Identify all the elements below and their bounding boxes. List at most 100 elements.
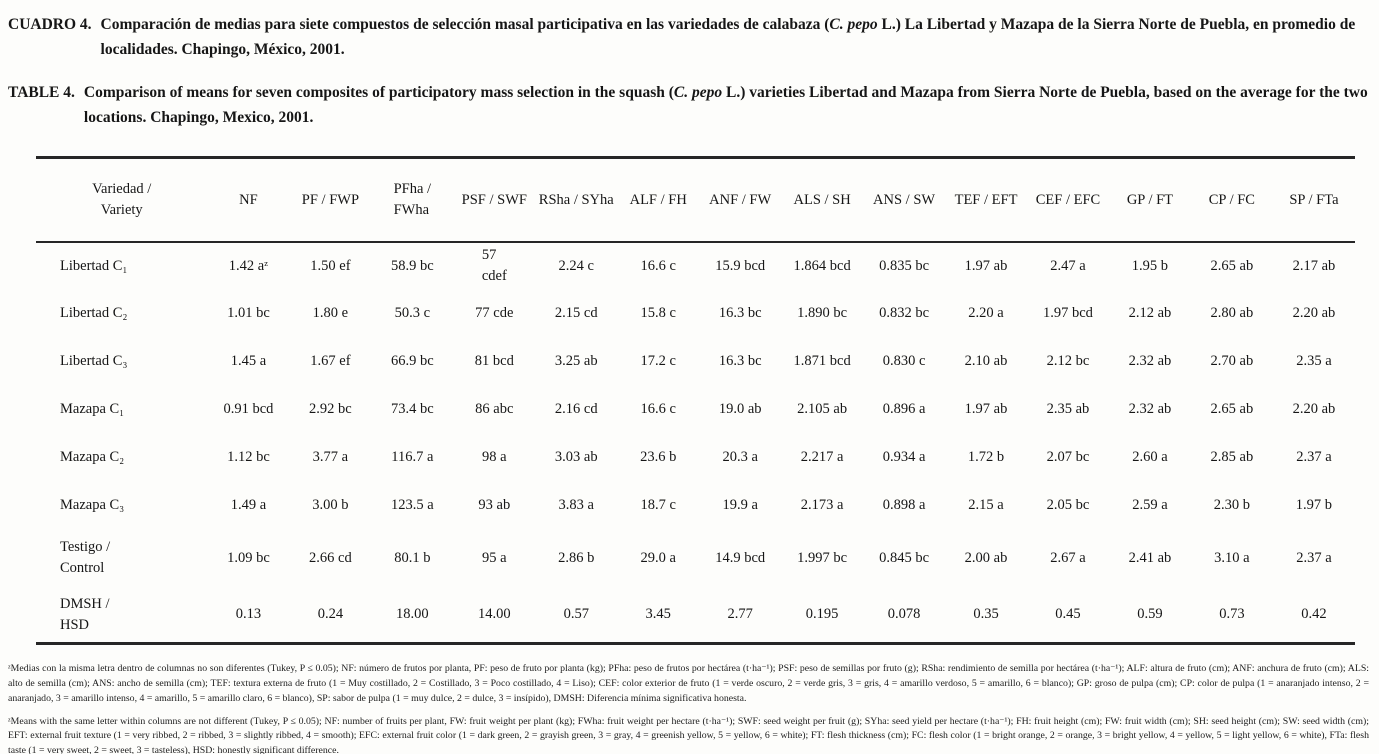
caption-english: TABLE 4. Comparison of means for seven c… [8, 80, 1369, 130]
value-cell: 14.00 [453, 587, 535, 644]
value-cell: 77 cde [453, 290, 535, 338]
cell-value: 19.0 ab [718, 401, 762, 418]
header-row: Variedad / Variety NF PF / FWP PFha / FWha P… [36, 158, 1355, 242]
value-cell: 2.92 bc [289, 386, 371, 434]
cell-value: 1.95 b [1131, 257, 1169, 274]
cell-value: 2.80 ab [1210, 305, 1254, 322]
column-header-label: ANF / FW [709, 191, 772, 208]
cell-value: 1.42 aᶻ [228, 257, 269, 274]
cell-value: 2.15 cd [554, 305, 598, 322]
value-cell: 86 abc [453, 386, 535, 434]
value-cell: 19.0 ab [699, 386, 781, 434]
cell-value: 2.16 cd [554, 401, 598, 418]
table-row: Libertad C₃ 1.45 a 1.67 ef 66.9 bc 81 bcd 3.2… [36, 338, 1355, 386]
cell-value: 2.77 [727, 606, 753, 623]
cell-value: 2.105 ab [797, 401, 848, 418]
value-cell: 2.80 ab [1191, 290, 1273, 338]
column-header-label: Variedad / Variety [92, 181, 152, 219]
cell-value: 3.77 a [312, 449, 349, 466]
cell-value: 1.49 a [230, 497, 267, 514]
column-header-label: PF / FWP [301, 191, 360, 208]
value-cell: 1.12 bc [207, 434, 289, 482]
variety-label: Libertad C₃ [60, 353, 128, 370]
value-cell: 2.59 a [1109, 482, 1191, 530]
cell-value: 0.896 a [882, 401, 926, 418]
cell-value: 73.4 bc [391, 401, 434, 418]
cell-value: 0.078 [887, 606, 921, 623]
cell-value: 0.91 bcd [223, 401, 274, 418]
value-cell: 80.1 b [371, 530, 453, 587]
column-header-label: CEF / EFC [1035, 191, 1101, 208]
cell-value: 16.6 c [640, 401, 676, 418]
value-cell: 2.217 a [781, 434, 863, 482]
cell-value: 0.845 bc [879, 549, 930, 566]
value-cell: 2.35 a [1273, 338, 1355, 386]
caption-text-segment: Comparison of means for seven composites… [83, 84, 674, 102]
value-cell: 2.20 ab [1273, 386, 1355, 434]
cell-value: 1.871 bcd [793, 353, 851, 370]
value-cell: 0.195 [781, 587, 863, 644]
cell-value: 2.24 c [558, 257, 594, 274]
column-header-label: ALF / FH [629, 191, 687, 208]
cell-value: 1.80 e [312, 305, 349, 322]
value-cell: 2.05 bc [1027, 482, 1109, 530]
variety-label: DMSH / HSD [60, 595, 110, 633]
column-header-14: SP / FTa [1273, 158, 1355, 242]
column-header-label: ALS / SH [793, 191, 851, 208]
cell-value: 0.832 bc [879, 305, 930, 322]
caption-spanish-text: Comparación de medias para siete compues… [101, 12, 1369, 62]
table-row: Mazapa C₁ 0.91 bcd 2.92 bc 73.4 bc 86 abc 2.1… [36, 386, 1355, 434]
variety-cell: Testigo / Control [36, 530, 207, 587]
value-cell: 2.173 a [781, 482, 863, 530]
value-cell: 0.845 bc [863, 530, 945, 587]
caption-spanish-label: CUADRO 4. [8, 16, 92, 33]
table-body: Libertad C₁ 1.42 aᶻ 1.50 ef 58.9 bc 57 cdef 2… [36, 242, 1355, 644]
value-cell: 95 a [453, 530, 535, 587]
value-cell: 2.47 a [1027, 242, 1109, 290]
value-cell: 0.57 [535, 587, 617, 644]
value-cell: 16.3 bc [699, 290, 781, 338]
value-cell: 3.25 ab [535, 338, 617, 386]
column-header-8: ALS / SH [781, 158, 863, 242]
variety-label: Libertad C₁ [60, 257, 128, 274]
value-cell: 2.16 cd [535, 386, 617, 434]
value-cell: 1.67 ef [289, 338, 371, 386]
cell-value: 2.67 a [1050, 549, 1086, 566]
column-header-4: PSF / SWF [453, 158, 535, 242]
value-cell: 15.9 bcd [699, 242, 781, 290]
value-cell: 1.01 bc [207, 290, 289, 338]
cell-value: 1.97 ab [964, 257, 1008, 274]
value-cell: 2.65 ab [1191, 386, 1273, 434]
cell-value: 0.898 a [882, 497, 926, 514]
value-cell: 123.5 a [371, 482, 453, 530]
column-header-1: NF [207, 158, 289, 242]
cell-value: 0.35 [973, 606, 999, 623]
cell-value: 16.3 bc [718, 353, 762, 370]
cell-value: 3.03 ab [554, 449, 598, 466]
footnote-spanish: ᶻMedias con la misma letra dentro de col… [8, 663, 1369, 704]
cell-value: 2.20 a [968, 305, 1004, 322]
cell-value: 0.73 [1219, 606, 1245, 623]
value-cell: 2.24 c [535, 242, 617, 290]
cell-value: 0.934 a [882, 449, 926, 466]
cell-value: 2.173 a [800, 497, 844, 514]
table-header: Variedad / Variety NF PF / FWP PFha / FWha P… [36, 158, 1355, 242]
cell-value: 2.05 bc [1046, 497, 1090, 514]
cell-value: 123.5 a [391, 497, 434, 514]
cell-value: 2.41 ab [1128, 549, 1172, 566]
value-cell: 14.9 bcd [699, 530, 781, 587]
value-cell: 18.7 c [617, 482, 699, 530]
cell-value: 1.45 a [230, 353, 267, 370]
variety-label: Testigo / Control [60, 539, 111, 577]
value-cell: 2.07 bc [1027, 434, 1109, 482]
cell-value: 2.85 ab [1210, 449, 1254, 466]
cell-value: 3.83 a [558, 497, 594, 514]
value-cell: 2.67 a [1027, 530, 1109, 587]
column-header-7: ANF / FW [699, 158, 781, 242]
value-cell: 2.41 ab [1109, 530, 1191, 587]
value-cell: 2.77 [699, 587, 781, 644]
value-cell: 2.37 a [1273, 434, 1355, 482]
value-cell: 1.97 bcd [1027, 290, 1109, 338]
cell-value: 29.0 a [640, 549, 676, 566]
